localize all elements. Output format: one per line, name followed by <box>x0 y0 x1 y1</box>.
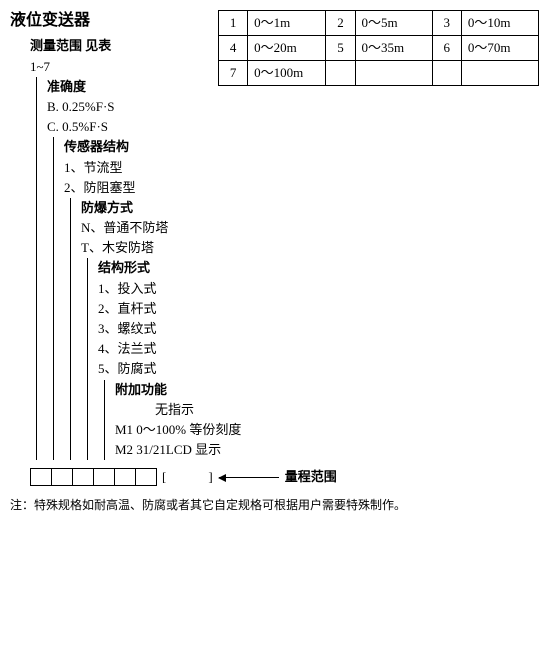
explosion-opt-n: N、普通不防塔 <box>81 218 529 238</box>
range-heading: 测量范围 见表 <box>30 36 529 56</box>
cell: 0～5m <box>355 11 432 36</box>
bracket-close: ] <box>208 468 212 486</box>
box <box>72 468 94 486</box>
cell: 1 <box>219 11 248 36</box>
box <box>51 468 73 486</box>
structure-opt3: 3、螺纹式 <box>98 319 529 339</box>
accuracy-opt-b: B. 0.25%F·S <box>47 97 529 117</box>
addon-opt-none: 无指示 <box>115 400 529 420</box>
bracket-open: [ <box>162 468 166 486</box>
box <box>93 468 115 486</box>
sensor-opt2: 2、防阻塞型 <box>64 178 529 198</box>
table-row: 1 0～1m 2 0～5m 3 0～10m <box>219 11 539 36</box>
note-text: 特殊规格如耐高温、防腐或者其它自定规格可根据用户需要特殊制作。 <box>34 498 406 512</box>
spec-tree: 测量范围 见表 1~7 准确度 B. 0.25%F·S C. 0.5%F·S 传… <box>30 36 529 460</box>
box <box>135 468 157 486</box>
addon-opt-m1: M1 0～100% 等份刻度 <box>115 420 529 440</box>
explosion-heading: 防爆方式 <box>81 198 529 218</box>
addon-heading: 附加功能 <box>115 380 529 400</box>
structure-heading: 结构形式 <box>98 258 529 278</box>
cell: 3 <box>432 11 461 36</box>
structure-opt2: 2、直杆式 <box>98 299 529 319</box>
structure-opt4: 4、法兰式 <box>98 339 529 359</box>
accuracy-heading: 准确度 <box>47 77 529 97</box>
box <box>114 468 136 486</box>
accuracy-opt-c: C. 0.5%F·S <box>47 117 529 137</box>
arrow-icon <box>219 477 279 478</box>
sensor-heading: 传感器结构 <box>64 137 529 157</box>
structure-opt1: 1、投入式 <box>98 279 529 299</box>
range-sub: 1~7 <box>30 57 529 77</box>
explosion-opt-t: T、木安防塔 <box>81 238 529 258</box>
cell: 0～10m <box>461 11 538 36</box>
range-box-label: 量程范围 <box>285 468 337 486</box>
box <box>30 468 52 486</box>
addon-opt-m2: M2 31/21LCD 显示 <box>115 440 529 460</box>
cell: 2 <box>326 11 355 36</box>
cell: 0～1m <box>248 11 326 36</box>
code-boxes: [ ] 量程范围 <box>30 468 529 486</box>
sensor-opt1: 1、节流型 <box>64 158 529 178</box>
footnote: 注：特殊规格如耐高温、防腐或者其它自定规格可根据用户需要特殊制作。 <box>10 497 529 514</box>
structure-opt5: 5、防腐式 <box>98 359 529 379</box>
note-prefix: 注： <box>10 498 34 512</box>
